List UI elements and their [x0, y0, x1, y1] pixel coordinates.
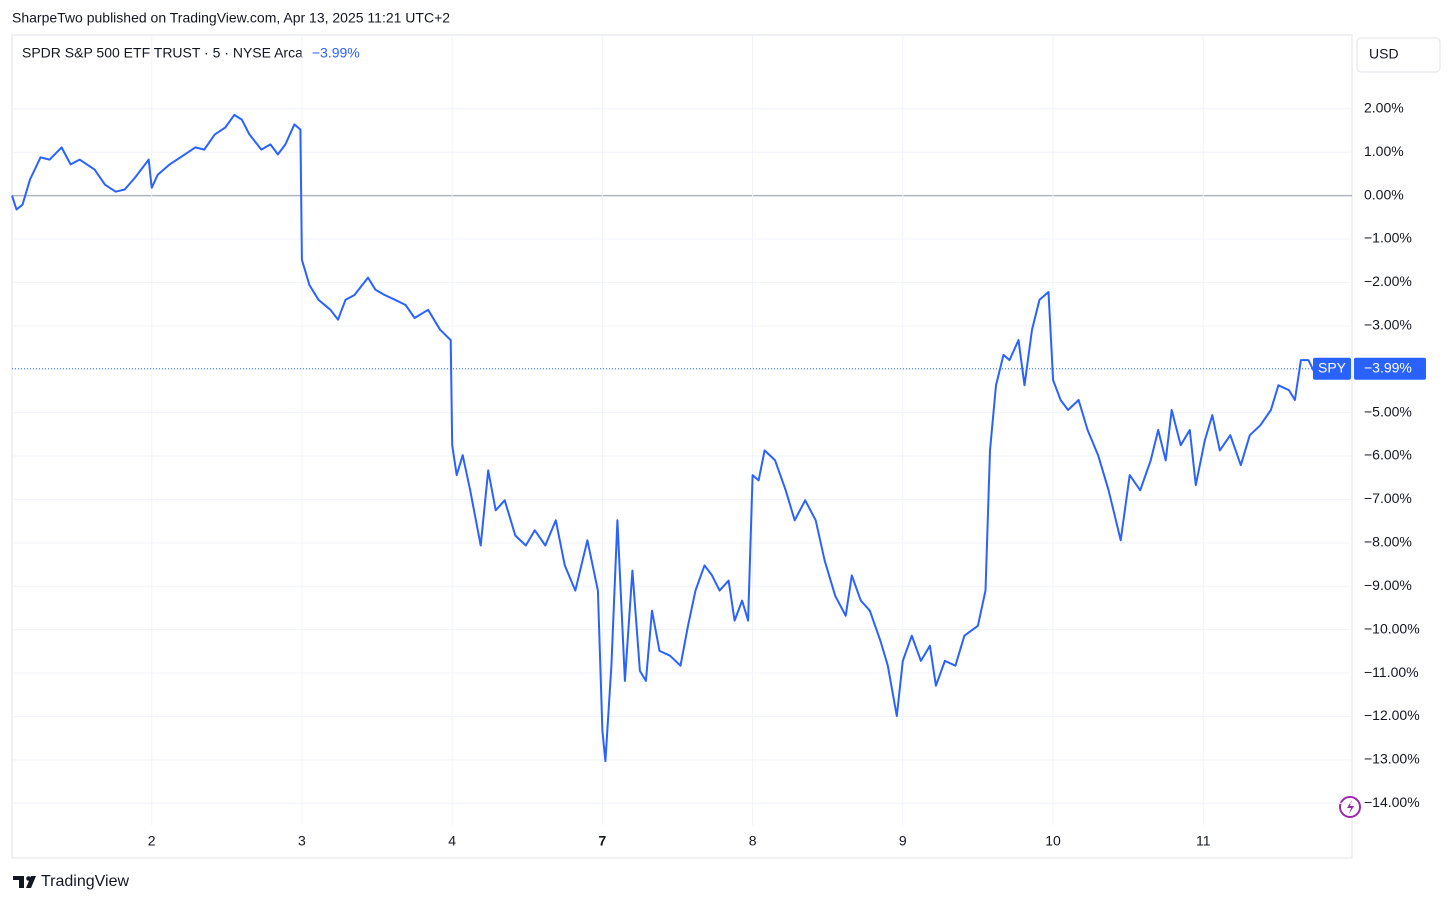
currency[interactable]: USD [1369, 46, 1399, 62]
x-tick-label: 4 [448, 833, 456, 849]
y-tick-label: −11.00% [1364, 664, 1419, 680]
brand: TradingView [41, 873, 129, 890]
y-tick-label: −10.00% [1364, 620, 1420, 636]
y-tick-label: −7.00% [1364, 490, 1412, 506]
y-tick-label: 0.00% [1364, 186, 1404, 202]
y-tick-label: −5.00% [1364, 403, 1412, 419]
x-tick-label: 3 [298, 833, 306, 849]
brand-logo [13, 876, 36, 888]
x-tick-label: 2 [148, 833, 156, 849]
x-tick-label: 11 [1196, 833, 1211, 849]
grid [12, 35, 1352, 825]
y-tick-label: −2.00% [1364, 273, 1412, 289]
x-tick-label: 9 [899, 833, 907, 849]
publisher: SharpeTwo published on TradingView.com, … [12, 10, 450, 26]
plot-frame [11, 34, 1353, 859]
y-tick-label: −12.00% [1364, 707, 1420, 723]
y-tick-label: 1.00% [1364, 143, 1404, 159]
chart-title: SPDR S&P 500 ETF TRUST · 5 · NYSE Arca [22, 45, 303, 61]
alert-bolt [1347, 800, 1354, 814]
price-tag-label: −3.99% [1364, 359, 1412, 375]
symbol-tag [1313, 357, 1351, 380]
currency-box[interactable] [1356, 37, 1441, 73]
price-tag [1354, 357, 1426, 380]
x-tick-label: 10 [1045, 833, 1061, 849]
price-line [11, 113, 1329, 763]
x-tick-label: 7 [598, 833, 606, 849]
y-tick-label: −14.00% [1364, 794, 1420, 810]
y-tick-label: 2.00% [1364, 99, 1404, 115]
y-tick-label: −3.00% [1364, 317, 1412, 333]
change-label: −3.99% [312, 45, 360, 61]
y-tick-label: −9.00% [1364, 577, 1412, 593]
y-tick-label: −1.00% [1364, 230, 1412, 246]
y-tick-label: −13.00% [1364, 751, 1420, 767]
y-tick-label: −6.00% [1364, 447, 1412, 463]
y-tick-label: −8.00% [1364, 534, 1412, 550]
symbol-tag-label: SPY [1318, 359, 1347, 375]
x-tick-label: 8 [749, 833, 757, 849]
